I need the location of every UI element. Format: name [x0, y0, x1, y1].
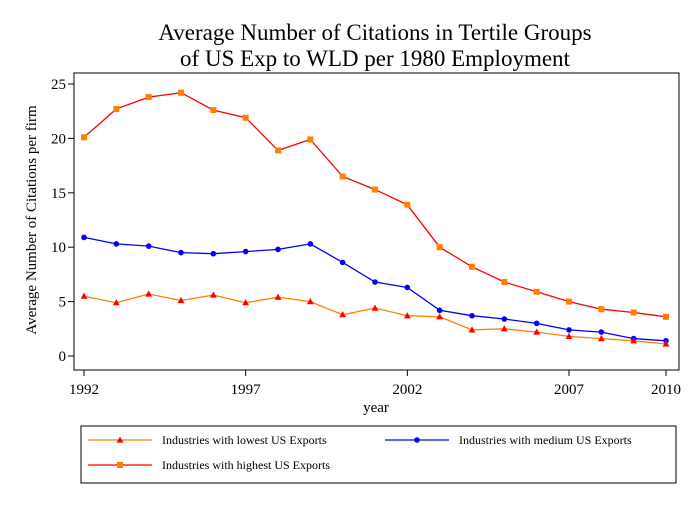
data-point [210, 107, 217, 114]
series-triangle [80, 290, 670, 347]
y-tick-label: 10 [51, 240, 66, 256]
data-point [630, 337, 638, 344]
legend-marker [117, 462, 123, 468]
data-point [177, 296, 185, 304]
x-tick-label: 1997 [231, 382, 262, 398]
legend-item: Industries with medium US Exports [385, 433, 632, 447]
x-axis-title: year [363, 400, 389, 416]
data-point [242, 299, 250, 306]
legend-box [80, 425, 677, 484]
data-point [145, 94, 152, 101]
data-point [242, 248, 249, 255]
x-tick-label: 2002 [392, 382, 422, 398]
data-point [113, 106, 120, 113]
data-point [533, 288, 540, 295]
series-square [81, 89, 669, 320]
data-point [663, 313, 669, 320]
data-point [630, 309, 637, 316]
data-point [468, 326, 476, 333]
x-tick-label: 1992 [69, 382, 99, 398]
chart-title-line-2: of US Exp to WLD per 1980 Employment [180, 46, 570, 71]
data-point [566, 298, 572, 305]
data-point [274, 293, 282, 300]
data-point [501, 316, 508, 322]
data-point [113, 241, 120, 247]
plot-frame [73, 72, 680, 371]
y-tick-label: 20 [51, 131, 66, 147]
data-point [598, 306, 605, 313]
data-point [209, 291, 217, 298]
data-point [275, 246, 281, 253]
data-point [112, 299, 120, 306]
series-line [83, 236, 667, 342]
y-tick-label: 5 [59, 295, 67, 311]
data-point [436, 307, 443, 314]
data-point [436, 244, 443, 251]
legend-label: Industries with lowest US Exports [162, 433, 327, 447]
data-point [307, 136, 314, 143]
legend: Industries with lowest US Exports Industr… [80, 425, 677, 484]
series-layer [80, 89, 670, 347]
data-point [403, 312, 411, 319]
data-point [533, 328, 541, 335]
data-point [178, 89, 184, 96]
y-axis-title: Average Number of Citations per firm [24, 105, 40, 335]
data-point [598, 329, 605, 335]
legend-label: Industries with medium US Exports [459, 433, 632, 447]
data-point [372, 279, 378, 285]
data-point [566, 327, 572, 333]
data-point [178, 249, 184, 256]
data-point [371, 304, 379, 311]
legend-marker [116, 436, 124, 443]
data-point [339, 259, 346, 266]
y-tick-label: 15 [51, 186, 66, 202]
data-point [307, 241, 314, 247]
data-point [501, 279, 508, 286]
data-point [81, 234, 87, 241]
y-tick-label: 0 [59, 349, 67, 365]
data-point [339, 311, 347, 318]
x-tick-label: 2007 [554, 382, 585, 398]
data-point [145, 243, 152, 249]
data-point [404, 201, 411, 208]
legend-label: Industries with highest US Exports [162, 458, 330, 472]
data-point [242, 114, 249, 121]
data-point [372, 186, 378, 193]
data-point [436, 313, 444, 320]
data-point [404, 284, 411, 291]
series-circle [81, 234, 669, 344]
legend-marker [414, 437, 420, 443]
x-axis: 1992 1997 2002 2007 2010 [69, 370, 681, 398]
y-axis: 0 5 10 15 20 25 [51, 77, 74, 365]
data-point [500, 325, 508, 332]
x-tick-label: 2010 [651, 382, 681, 398]
data-point [210, 250, 217, 257]
data-point [275, 147, 281, 154]
data-point [597, 334, 605, 342]
data-point [662, 340, 670, 347]
chart-title-line-1: Average Number of Citations in Tertile G… [158, 20, 591, 45]
data-point [306, 298, 314, 305]
data-point [339, 173, 346, 180]
data-point [469, 263, 475, 270]
data-point [469, 312, 475, 319]
data-point [565, 332, 573, 340]
y-tick-label: 25 [51, 77, 66, 93]
data-point [81, 134, 87, 141]
legend-item: Industries with lowest US Exports [88, 433, 327, 447]
series-line [83, 293, 667, 345]
data-point [80, 292, 88, 299]
legend-item: Industries with highest US Exports [88, 458, 330, 472]
data-point [533, 320, 540, 327]
data-point [145, 290, 153, 297]
